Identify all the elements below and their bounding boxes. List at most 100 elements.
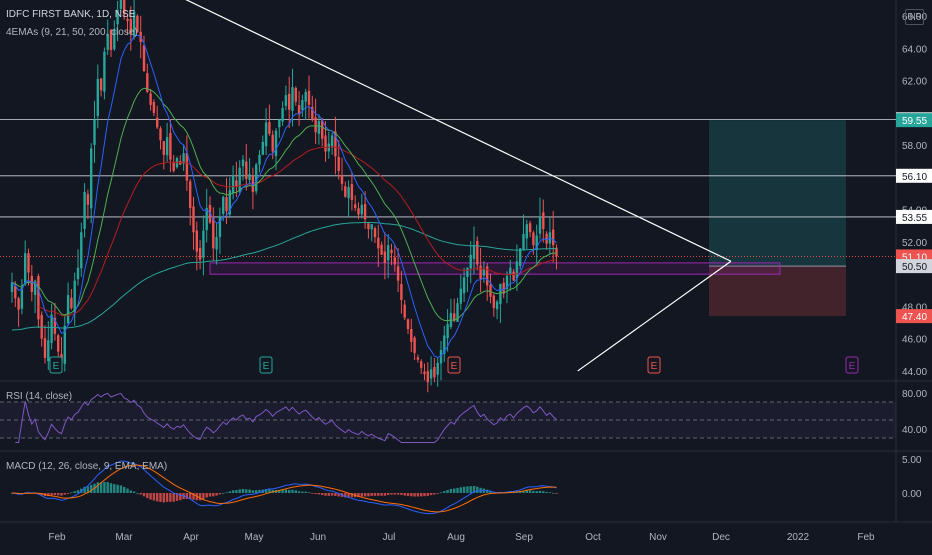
macd-hist-bar bbox=[288, 489, 291, 493]
macd-hist-bar bbox=[317, 493, 321, 495]
macd-hist-bar bbox=[403, 493, 406, 496]
candle-body bbox=[96, 79, 99, 116]
macd-hist-bar bbox=[400, 493, 403, 496]
candle-body bbox=[162, 141, 165, 155]
earnings-marker-2: E bbox=[447, 356, 461, 374]
time-tick-label: Feb bbox=[857, 532, 875, 543]
macd-hist-bar bbox=[222, 492, 225, 494]
candle-body bbox=[208, 204, 212, 223]
candle-body bbox=[33, 280, 37, 296]
candle-body bbox=[291, 87, 294, 111]
time-tick-label: Mar bbox=[115, 532, 133, 543]
candle-body bbox=[486, 266, 489, 286]
candle-body bbox=[235, 180, 238, 188]
candle-body bbox=[109, 29, 113, 50]
macd-legend[interactable]: MACD (12, 26, close, 9, EMA, EMA) bbox=[6, 461, 168, 472]
candle-body bbox=[73, 280, 76, 313]
candle-body bbox=[238, 167, 241, 192]
macd-hist-bar bbox=[373, 493, 377, 496]
candle-body bbox=[192, 206, 195, 233]
candle-body bbox=[314, 117, 317, 133]
rsi-legend[interactable]: RSI (14, close) bbox=[6, 391, 73, 402]
macd-hist-bar bbox=[189, 493, 192, 500]
macd-hist-bar bbox=[284, 489, 288, 493]
price-tick-label: 64.00 bbox=[902, 44, 927, 55]
macd-hist-bar bbox=[396, 493, 400, 495]
candle-body bbox=[357, 208, 360, 215]
macd-hist-bar bbox=[532, 490, 535, 493]
macd-hist-bar bbox=[466, 486, 469, 493]
candle-body bbox=[393, 257, 396, 265]
macd-hist-bar bbox=[57, 493, 60, 496]
candle-body bbox=[47, 340, 50, 362]
candle-body bbox=[202, 230, 205, 258]
macd-hist-bar bbox=[420, 493, 423, 497]
earnings-marker-0: E bbox=[49, 356, 63, 374]
price-badge-label: 51.10 bbox=[902, 252, 927, 263]
macd-hist-bar bbox=[212, 493, 215, 497]
candle-body bbox=[294, 87, 297, 102]
candle-body bbox=[159, 128, 162, 141]
macd-hist-bar bbox=[525, 490, 528, 493]
macd-hist-bar bbox=[268, 489, 271, 493]
macd-hist-bar bbox=[548, 492, 552, 494]
macd-hist-bar bbox=[132, 491, 136, 493]
candle-body bbox=[20, 287, 24, 309]
candle-body bbox=[311, 106, 314, 120]
macd-hist-bar bbox=[519, 491, 522, 493]
macd-hist-bar bbox=[152, 493, 156, 501]
candle-body bbox=[215, 237, 218, 250]
macd-hist-bar bbox=[307, 492, 311, 494]
candle-body bbox=[218, 216, 222, 238]
candle-body bbox=[113, 29, 116, 50]
candle-body bbox=[152, 102, 156, 113]
candle-body bbox=[469, 254, 472, 269]
candle-body bbox=[360, 204, 363, 215]
macd-hist-bar bbox=[535, 491, 538, 493]
macd-hist-bar bbox=[383, 493, 387, 496]
candle-body bbox=[14, 285, 17, 299]
candle-body bbox=[383, 251, 387, 263]
candle-body bbox=[70, 297, 73, 309]
candle-body bbox=[185, 152, 189, 181]
candle-body bbox=[43, 338, 47, 359]
price-badge-bg bbox=[896, 259, 932, 274]
macd-hist-bar bbox=[476, 486, 479, 493]
macd-hist-bar bbox=[258, 489, 261, 493]
candle-body bbox=[420, 361, 423, 368]
candle-body bbox=[535, 235, 538, 250]
candle-body bbox=[119, 0, 123, 9]
candle-body bbox=[284, 95, 288, 106]
candle-body bbox=[515, 261, 519, 279]
price-badge-label: 59.55 bbox=[902, 116, 927, 127]
time-tick-label: Jul bbox=[383, 532, 396, 543]
price-tick-label: 44.00 bbox=[902, 367, 927, 378]
macd-hist-bar bbox=[453, 488, 456, 493]
time-tick-label: Aug bbox=[447, 532, 465, 543]
time-tick-label: May bbox=[245, 532, 264, 543]
time-tick-label: Nov bbox=[649, 532, 667, 543]
macd-hist-bar bbox=[314, 493, 317, 495]
macd-hist-bar bbox=[522, 490, 525, 493]
macd-hist-bar bbox=[113, 484, 116, 493]
candle-body bbox=[80, 232, 83, 269]
candle-body bbox=[222, 196, 225, 214]
ema-legend[interactable]: 4EMAs (9, 21, 50, 200, close) bbox=[6, 27, 138, 38]
time-tick-label: Dec bbox=[712, 532, 730, 543]
macd-hist-bar bbox=[429, 493, 433, 496]
candle-body bbox=[413, 337, 416, 354]
candle-body bbox=[443, 335, 446, 354]
candle-body bbox=[116, 9, 119, 25]
macd-hist-bar bbox=[228, 491, 231, 493]
earnings-marker-box bbox=[647, 356, 661, 374]
macd-hist-bar bbox=[251, 490, 255, 493]
macd-hist-bar bbox=[387, 493, 390, 496]
macd-hist-bar bbox=[433, 493, 436, 495]
macd-hist-bar bbox=[363, 493, 367, 497]
candle-body bbox=[462, 277, 466, 294]
macd-hist-bar bbox=[172, 493, 175, 502]
candle-body bbox=[271, 134, 274, 152]
candle-body bbox=[439, 349, 443, 364]
